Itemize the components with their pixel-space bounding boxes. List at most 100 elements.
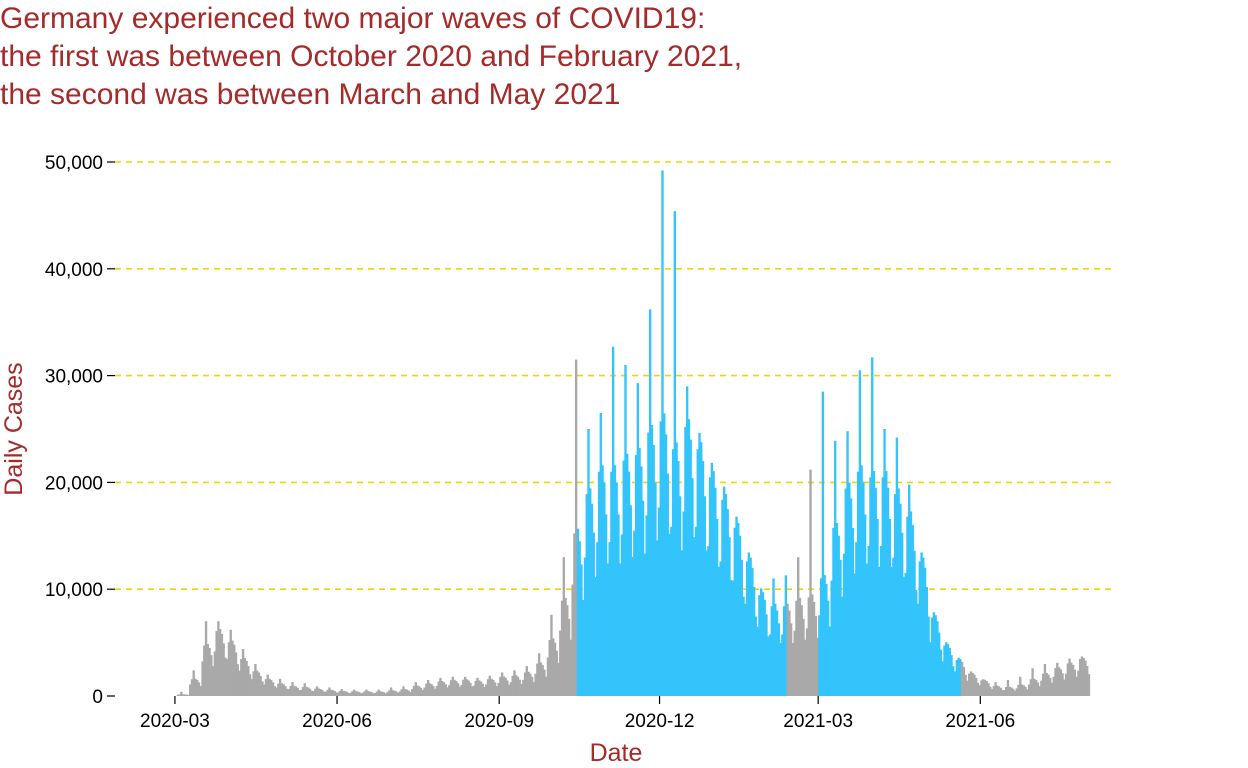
daily-case-bar <box>691 478 694 696</box>
daily-case-bar <box>449 680 453 696</box>
daily-case-bar <box>400 689 403 696</box>
daily-case-bar <box>883 429 886 696</box>
daily-case-bar <box>788 610 791 696</box>
daily-case-bar <box>227 642 231 696</box>
daily-case-bar <box>1075 676 1078 696</box>
daily-case-bar <box>331 690 335 696</box>
daily-case-bar <box>315 686 319 696</box>
daily-case-bar <box>398 691 402 696</box>
daily-case-bar <box>1061 673 1064 696</box>
daily-case-bar <box>275 687 278 696</box>
daily-case-bar <box>1047 674 1050 696</box>
daily-case-bar <box>1063 679 1066 696</box>
daily-case-bar <box>663 413 666 696</box>
daily-case-bar <box>359 693 363 696</box>
daily-case-bar <box>742 596 745 696</box>
daily-case-bar <box>580 564 583 696</box>
daily-case-bar <box>923 567 927 696</box>
daily-case-bar <box>936 621 939 696</box>
daily-case-bar <box>807 597 810 696</box>
daily-case-bar <box>437 681 440 696</box>
daily-case-bar <box>992 685 995 696</box>
daily-case-bar <box>589 488 592 696</box>
daily-case-bar <box>352 689 356 696</box>
daily-case-bar <box>567 618 571 696</box>
daily-case-bar <box>1004 687 1008 696</box>
daily-case-bar <box>782 606 786 696</box>
daily-case-bar <box>731 580 735 696</box>
daily-case-bar <box>724 494 728 696</box>
daily-case-bar <box>367 691 370 696</box>
daily-case-bar <box>428 683 432 696</box>
daily-case-bar <box>259 676 262 696</box>
daily-case-bar <box>851 528 855 696</box>
daily-case-bar <box>322 691 326 696</box>
daily-case-bar <box>929 642 932 696</box>
daily-case-bar <box>911 525 914 696</box>
y-tick-label: 30,000 <box>45 367 103 388</box>
daily-case-bar <box>467 680 470 696</box>
daily-case-bar <box>604 514 608 696</box>
daily-case-bar <box>326 689 329 696</box>
daily-case-bar <box>328 687 331 696</box>
daily-case-bar <box>837 535 840 696</box>
daily-case-bar <box>391 690 395 696</box>
daily-case-bar <box>626 453 629 696</box>
daily-case-bar <box>821 391 825 696</box>
daily-case-bar <box>797 557 800 696</box>
daily-case-bar <box>446 687 449 696</box>
daily-case-bar <box>941 661 944 696</box>
daily-case-bar <box>823 574 826 696</box>
daily-case-bar <box>721 499 724 696</box>
daily-case-bar <box>470 686 474 696</box>
daily-case-bar <box>301 687 305 696</box>
daily-case-bar <box>685 386 689 696</box>
daily-case-bar <box>1012 688 1015 696</box>
y-tick-label: 40,000 <box>45 260 103 281</box>
x-axis-title: Date <box>590 739 643 767</box>
daily-case-bar <box>723 486 726 696</box>
daily-case-bar <box>650 424 654 696</box>
daily-case-bar <box>555 650 558 696</box>
daily-case-bar <box>959 659 962 696</box>
daily-case-bar <box>245 660 248 696</box>
daily-case-bar <box>560 600 564 696</box>
daily-case-bar <box>330 689 333 696</box>
daily-case-bar <box>472 685 476 696</box>
daily-case-bar <box>414 682 417 696</box>
daily-case-bar <box>611 346 615 696</box>
daily-case-bar <box>439 677 442 696</box>
daily-case-bar <box>263 684 266 696</box>
daily-case-bar <box>273 686 276 696</box>
daily-case-bar <box>254 663 257 696</box>
daily-case-bar <box>527 671 530 696</box>
daily-case-bar <box>181 694 185 696</box>
daily-case-bar <box>860 465 863 696</box>
daily-case-bar <box>1031 668 1034 696</box>
chart-title: Germany experienced two major waves of C… <box>0 0 742 114</box>
daily-case-bar <box>264 679 268 696</box>
daily-case-bar <box>1022 685 1025 696</box>
daily-case-bar <box>340 689 343 696</box>
daily-case-bar <box>760 588 763 696</box>
daily-case-bar <box>388 690 391 696</box>
daily-case-bar <box>592 532 595 696</box>
daily-case-bar <box>285 688 289 696</box>
daily-case-bar <box>654 482 657 696</box>
daily-case-bar <box>608 542 611 696</box>
daily-case-bar <box>386 692 389 696</box>
daily-case-bar <box>210 655 213 696</box>
daily-case-bar <box>1041 673 1045 696</box>
daily-case-bar <box>839 559 842 696</box>
daily-case-bar <box>194 678 197 696</box>
daily-case-bar <box>876 518 879 696</box>
daily-case-bar <box>305 686 308 696</box>
daily-case-bar <box>761 592 765 696</box>
daily-case-bar <box>752 587 756 696</box>
daily-case-bar <box>515 675 518 696</box>
daily-case-bar <box>855 542 858 696</box>
daily-case-bar <box>682 511 685 696</box>
daily-case-bar <box>976 682 980 696</box>
daily-case-bar <box>448 685 451 696</box>
daily-case-bar <box>874 487 877 696</box>
